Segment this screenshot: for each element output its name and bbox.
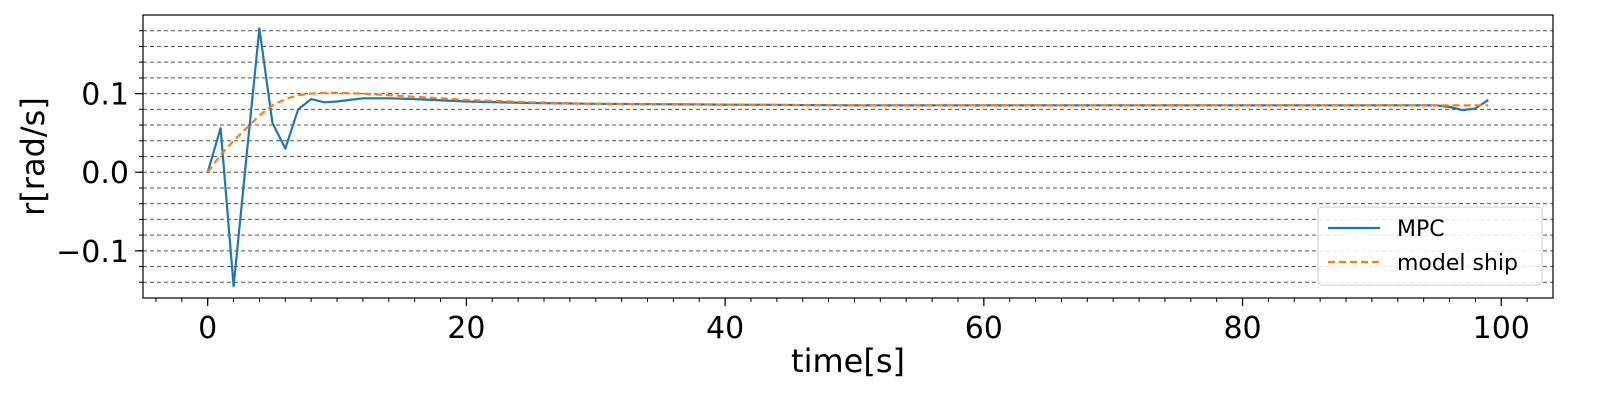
series-line-mpc (206, 27, 1489, 288)
series-lines (206, 27, 1489, 288)
y-tick-label: 0.1 (81, 78, 129, 113)
y-tick-label: 0.0 (81, 156, 129, 191)
y-axis-title: r[rad/s] (14, 97, 52, 216)
x-tick-label: 60 (965, 311, 1003, 346)
x-tick-label: 40 (706, 311, 744, 346)
y-tick-label: −0.1 (56, 235, 129, 270)
legend-box (1317, 206, 1543, 286)
x-axis-title: time[s] (791, 342, 905, 380)
x-tick-label: 100 (1473, 311, 1530, 346)
x-tick-label: 0 (198, 311, 217, 346)
x-tick-label: 20 (447, 311, 485, 346)
legend: MPC model ship (1317, 206, 1543, 286)
legend-label-model-ship: model ship (1397, 251, 1518, 276)
legend-label-mpc: MPC (1397, 217, 1445, 242)
axis-ticks: 0 20 40 60 80 100 −0.1 0.0 0.1 (56, 30, 1530, 346)
x-tick-label: 80 (1223, 311, 1261, 346)
series-line-model-ship (206, 91, 1489, 173)
